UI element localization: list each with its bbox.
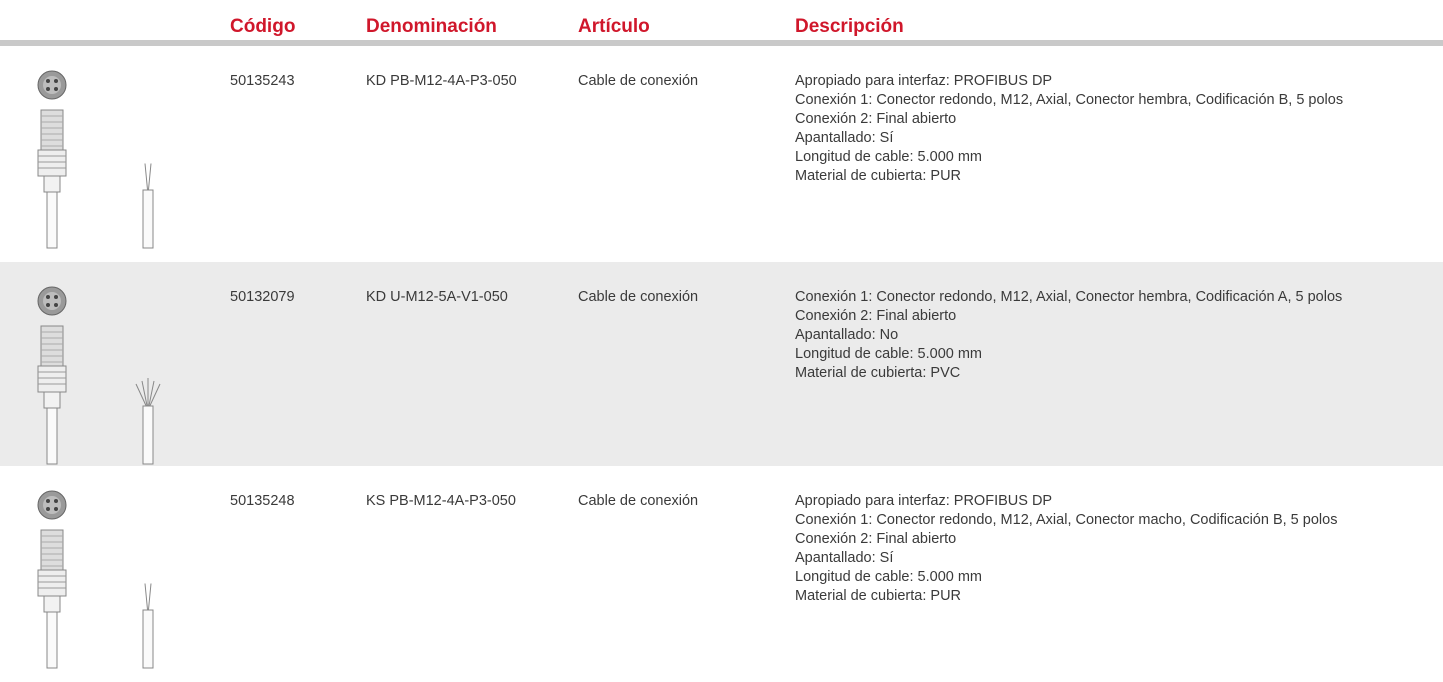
description: Apropiado para interfaz: PROFIBUS DP Cone… (795, 72, 1370, 186)
description-line: Conexión 1: Conector redondo, M12, Axial… (795, 289, 1343, 305)
description: Apropiado para interfaz: PROFIBUS DP Cone… (795, 492, 1370, 606)
table-row: 50135248 KS PB-M12-4A-P3-050 Cable de cone… (0, 466, 1443, 669)
description-line: Conexión 2: Final abierto (795, 531, 957, 547)
product-image (37, 286, 161, 465)
description: Conexión 1: Conector redondo, M12, Axial… (795, 288, 1370, 383)
code: 50132079 (230, 289, 295, 305)
name: KD U-M12-5A-V1-050 (366, 289, 508, 305)
description-line: Conexión 1: Conector redondo, M12, Axial… (795, 92, 1344, 108)
code: 50135243 (230, 73, 295, 89)
table-row: 50132079 KD U-M12-5A-V1-050 Cable de conex… (0, 262, 1443, 466)
description-line: Apantallado: Sí (795, 550, 894, 566)
page: Código Denominación Artículo Descripción… (0, 16, 1443, 669)
product-image (37, 70, 154, 249)
description-line: Conexión 2: Final abierto (795, 308, 957, 324)
description-line: Material de cubierta: PUR (795, 588, 962, 604)
description-line: Longitud de cable: 5.000 mm (795, 149, 983, 165)
code: 50135248 (230, 493, 295, 509)
description-line: Material de cubierta: PVC (795, 365, 961, 381)
article: Cable de conexión (578, 73, 699, 89)
article: Cable de conexión (578, 493, 699, 509)
description-line: Material de cubierta: PUR (795, 168, 962, 184)
header-rule (0, 40, 1443, 46)
description-line: Apropiado para interfaz: PROFIBUS DP (795, 493, 1053, 509)
product-image (37, 490, 154, 669)
description-line: Conexión 2: Final abierto (795, 111, 957, 127)
description-line: Apropiado para interfaz: PROFIBUS DP (795, 73, 1053, 89)
table-row: 50135243 KD PB-M12-4A-P3-050 Cable de cone… (0, 46, 1443, 262)
column-header: Denominación (366, 16, 497, 37)
description-line: Apantallado: Sí (795, 130, 894, 146)
article: Cable de conexión (578, 289, 699, 305)
description-line: Conexión 1: Conector redondo, M12, Axial… (795, 512, 1338, 528)
description-line: Longitud de cable: 5.000 mm (795, 569, 983, 585)
column-header: Artículo (578, 16, 650, 37)
description-line: Longitud de cable: 5.000 mm (795, 346, 983, 362)
name: KS PB-M12-4A-P3-050 (366, 493, 516, 509)
description-line: Apantallado: No (795, 327, 899, 343)
column-header: Descripción (795, 16, 904, 37)
column-header: Código (230, 16, 296, 37)
name: KD PB-M12-4A-P3-050 (366, 73, 517, 89)
